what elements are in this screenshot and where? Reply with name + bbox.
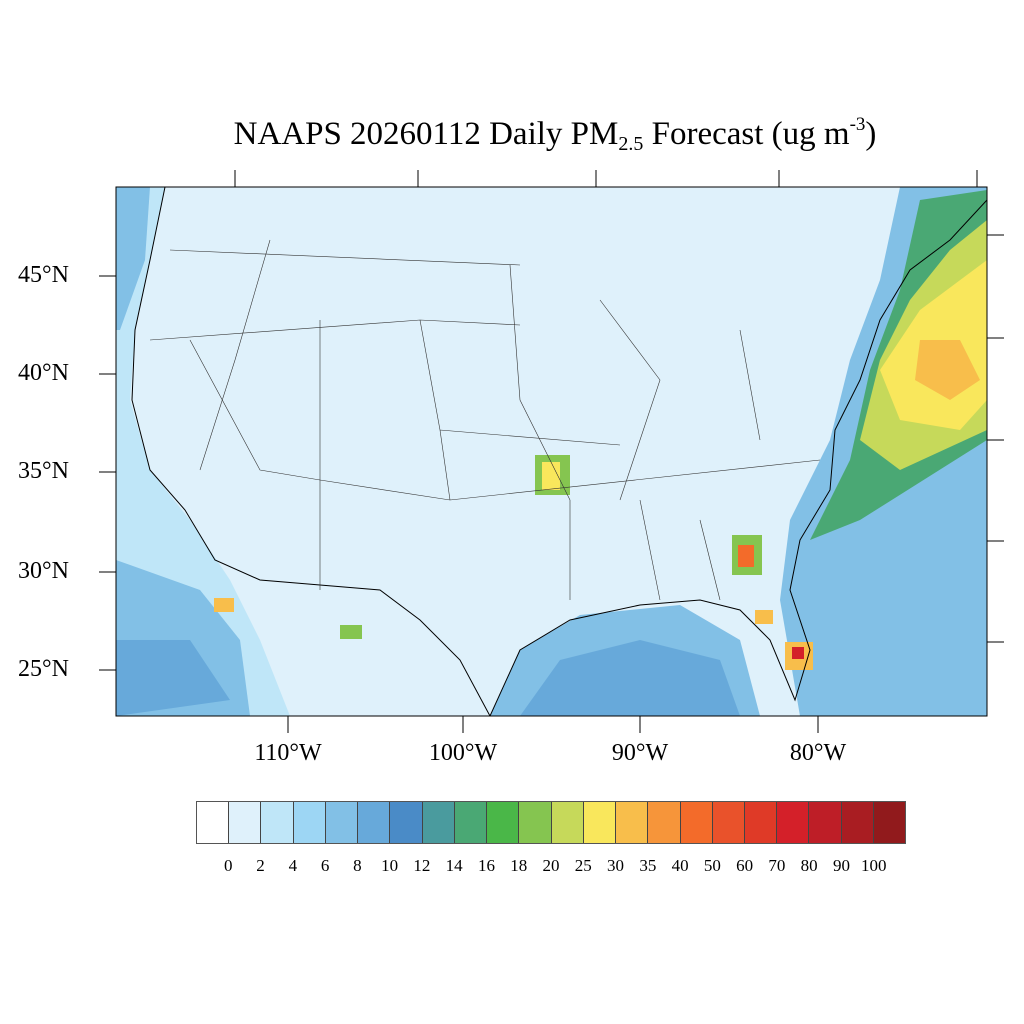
colorbar-swatch xyxy=(325,802,359,843)
colorbar-swatch xyxy=(519,802,552,843)
lat-label: 45°N xyxy=(18,262,69,288)
colorbar-label: 50 xyxy=(703,856,721,875)
colorbar-swatch xyxy=(583,802,617,843)
colorbar-label: 14 xyxy=(445,856,463,875)
state-lines xyxy=(149,239,821,601)
lon-label: 110°W xyxy=(254,740,322,766)
colorbar-swatch xyxy=(777,802,810,843)
colorbar-label: 16 xyxy=(477,856,495,875)
atlantic-field-5 xyxy=(915,340,980,400)
colorbar-label: 70 xyxy=(768,856,786,875)
hotspot-florida-west xyxy=(755,610,773,624)
lat-label: 25°N xyxy=(18,656,69,682)
colorbar-swatch xyxy=(809,802,842,843)
lon-label: 80°W xyxy=(789,740,847,766)
colorbar-swatch xyxy=(648,802,681,843)
lat-label: 30°N xyxy=(18,558,69,584)
hotspot-georgia-core xyxy=(738,545,754,567)
lat-label: 35°N xyxy=(18,458,69,484)
colorbar-label: 80 xyxy=(800,856,818,875)
pacific-field-4 xyxy=(116,640,230,716)
colorbar-label: 40 xyxy=(671,856,689,875)
axis-ticks xyxy=(99,170,1004,733)
colorbar-swatch xyxy=(712,802,745,843)
colorbar-swatch xyxy=(390,802,423,843)
hotspot-florida-core xyxy=(792,647,804,659)
colorbar-label: 25 xyxy=(574,856,592,875)
hotspot-arkansas-core xyxy=(542,462,560,490)
colorbar-label: 12 xyxy=(413,856,431,875)
colorbar-swatch xyxy=(616,802,649,843)
gulf-field-2 xyxy=(520,640,740,716)
chart-title: NAAPS 20260112 Daily PM2.5 Forecast (ug … xyxy=(0,114,1024,156)
pacific-field-2 xyxy=(116,187,150,330)
colorbar-label: 60 xyxy=(736,856,754,875)
colorbar-label: 30 xyxy=(607,856,625,875)
colorbar-label: 35 xyxy=(639,856,657,875)
colorbar-label: 18 xyxy=(510,856,528,875)
colorbar-label: 4 xyxy=(288,856,298,875)
colorbar-label: 100 xyxy=(860,856,887,875)
title-main: NAAPS 20260112 Daily PM xyxy=(233,116,619,152)
colorbar-swatch xyxy=(680,802,713,843)
colorbar-swatch xyxy=(358,802,391,843)
colorbar-swatch xyxy=(197,802,230,843)
hotspot-newmexico xyxy=(340,625,362,639)
colorbar-label: 8 xyxy=(353,856,362,875)
colorbar-label: 2 xyxy=(256,856,265,875)
hotspot-baja xyxy=(214,598,234,612)
lat-label: 40°N xyxy=(18,360,69,386)
lon-label: 90°W xyxy=(611,740,669,766)
title-tail: Forecast (ug m xyxy=(643,116,850,152)
title-close: ) xyxy=(865,116,877,152)
colorbar-swatch xyxy=(293,802,326,843)
colorbar-label: 10 xyxy=(381,856,399,875)
colorbar-swatch xyxy=(454,802,488,843)
lon-label: 100°W xyxy=(428,740,498,766)
map-frame xyxy=(115,186,988,717)
colorbar-swatch xyxy=(744,802,778,843)
colorbar-swatch xyxy=(261,802,294,843)
colorbar-label: 20 xyxy=(542,856,560,875)
colorbar-label: 0 xyxy=(224,856,233,875)
colorbar-swatch xyxy=(487,802,520,843)
colorbar-swatch xyxy=(841,802,874,843)
colorbar-label: 6 xyxy=(320,856,330,875)
colorbar-label: 90 xyxy=(832,856,850,875)
title-superscript: -3 xyxy=(849,114,866,135)
colorbar xyxy=(196,801,906,844)
colorbar-swatch xyxy=(551,802,584,843)
colorbar-swatch xyxy=(229,802,262,843)
colorbar-swatch xyxy=(873,802,906,843)
title-subscript: 2.5 xyxy=(618,133,644,155)
colorbar-swatch xyxy=(422,802,455,843)
us-outline xyxy=(131,187,987,716)
